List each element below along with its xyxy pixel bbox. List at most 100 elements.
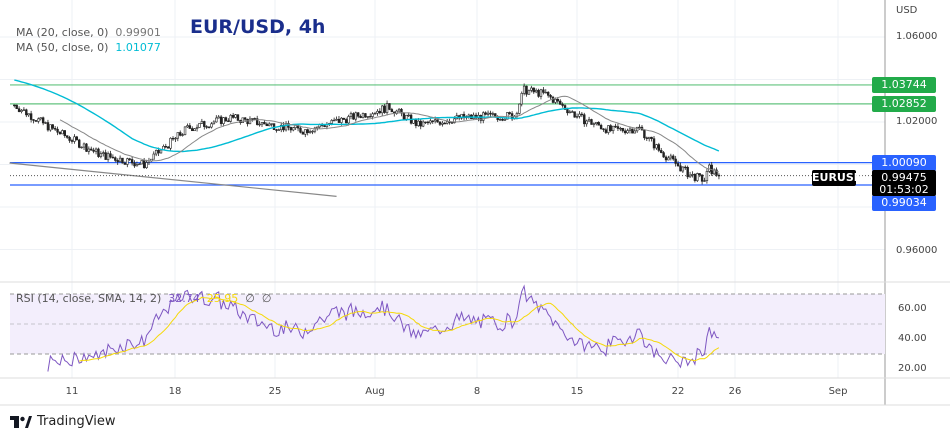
candle-body <box>489 112 492 115</box>
candle-body <box>534 89 538 93</box>
ma20-label: MA (20, close, 0) <box>16 26 109 39</box>
price-tick: 1.02000 <box>896 116 938 127</box>
candle-body <box>347 116 350 124</box>
candle-body <box>142 160 146 169</box>
level-tag-1: 1.03744 <box>872 77 936 93</box>
candle-body <box>623 130 627 134</box>
candle-body <box>44 122 47 124</box>
candle-body <box>361 113 365 119</box>
candle-body <box>104 152 107 160</box>
candle-body <box>359 115 362 119</box>
candle-body <box>544 91 547 94</box>
candle-body <box>183 126 187 135</box>
candle-body <box>332 119 336 122</box>
candle-body <box>421 121 425 127</box>
candle-body <box>135 164 139 167</box>
candle-body <box>75 136 79 141</box>
candle-body <box>626 130 629 134</box>
candle-body <box>376 110 379 114</box>
time-tick: 25 <box>268 386 282 397</box>
candle-body <box>128 158 131 160</box>
candle-body <box>484 112 487 115</box>
candle-body <box>342 117 345 120</box>
candle-body <box>693 173 697 181</box>
candle-body <box>708 164 711 172</box>
candle-body <box>522 85 526 94</box>
candle-body <box>275 129 278 131</box>
candle-body <box>400 108 403 114</box>
rsi-tick: 60.00 <box>898 303 927 314</box>
candle-body <box>154 150 158 155</box>
candle-body <box>491 113 495 115</box>
candle-body <box>402 112 406 120</box>
candle-body <box>231 114 235 118</box>
candle-body <box>121 157 124 164</box>
candle-body <box>698 173 701 176</box>
candle-body <box>304 129 307 135</box>
tradingview-logo[interactable]: TradingView <box>10 414 116 429</box>
candle-body <box>27 113 30 116</box>
candle-body <box>87 148 91 152</box>
time-tick: 11 <box>65 386 79 397</box>
candle-body <box>445 121 449 124</box>
candle-body <box>29 113 33 120</box>
candle-body <box>330 120 333 124</box>
candle-body <box>308 131 312 133</box>
candle-body <box>655 144 658 149</box>
candle-body <box>571 111 574 113</box>
candle-body <box>323 125 326 128</box>
candle-body <box>49 124 52 131</box>
price-tick: 0.96000 <box>896 245 938 256</box>
candle-body <box>450 122 454 124</box>
ma20-legend: MA (20, close, 0) 0.99901 <box>16 26 161 39</box>
candle-body <box>58 131 62 135</box>
candle-body <box>248 118 252 125</box>
candle-body <box>61 130 64 135</box>
candle-body <box>116 160 119 163</box>
candle-body <box>200 121 204 124</box>
candle-body <box>311 130 314 133</box>
ma50-legend: MA (50, close, 0) 1.01077 <box>16 41 161 54</box>
candle-body <box>554 98 557 103</box>
candle-body <box>174 137 177 140</box>
candle-body <box>37 118 40 122</box>
candle-body <box>460 113 463 119</box>
rsi-tick: 20.00 <box>898 363 927 374</box>
candle-body <box>700 174 704 182</box>
candle-body <box>340 117 343 123</box>
candle-body <box>426 121 430 124</box>
candle-body <box>292 127 295 131</box>
candle-body <box>111 156 115 159</box>
candle-body <box>181 134 184 136</box>
candle-body <box>599 124 603 130</box>
candle-body <box>686 167 689 178</box>
ma20-line <box>59 95 720 173</box>
rsi-line <box>47 284 720 372</box>
candle-body <box>486 112 490 115</box>
candle-body <box>306 129 309 133</box>
candle-body <box>684 166 687 169</box>
ma50-label: MA (50, close, 0) <box>16 41 109 54</box>
candle-body <box>537 89 540 97</box>
candle-body <box>227 120 230 122</box>
candle-body <box>82 143 86 148</box>
candle-body <box>453 118 456 124</box>
candle-body <box>289 127 293 131</box>
candle-body <box>270 123 273 125</box>
candle-body <box>272 123 276 130</box>
candle-body <box>123 162 127 165</box>
candle-body <box>337 118 341 123</box>
candle-body <box>546 91 550 96</box>
candle-body <box>268 123 271 127</box>
candle-body <box>217 116 220 119</box>
trendline <box>9 162 337 197</box>
bar-countdown: 01:53:02 <box>879 183 929 196</box>
candle-body <box>619 127 622 130</box>
candle-body <box>176 132 180 139</box>
candle-body <box>388 103 391 110</box>
candle-body <box>566 109 569 114</box>
candle-body <box>525 85 528 95</box>
candle-body <box>335 118 338 121</box>
